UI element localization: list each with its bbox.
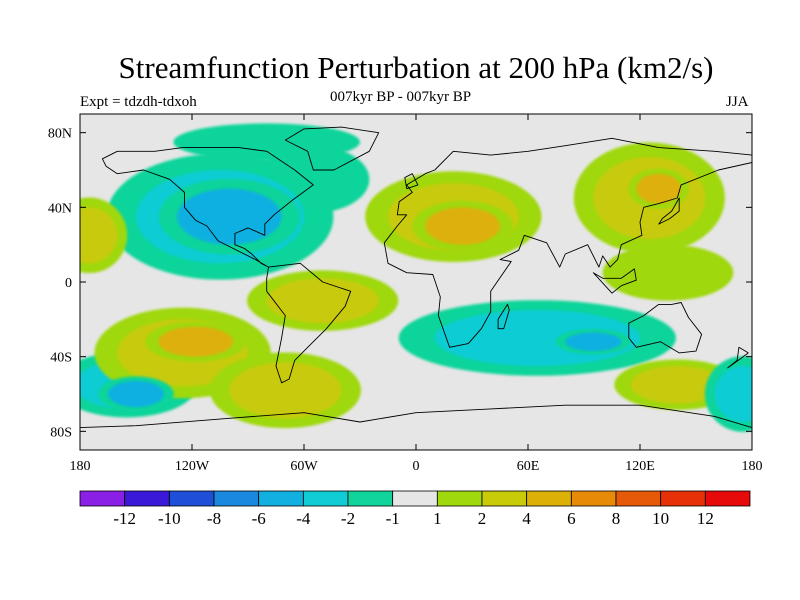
colorbar-swatch [616, 491, 661, 506]
colorbar-label: 2 [478, 509, 487, 528]
colorbar-label: 10 [652, 509, 669, 528]
anomaly-south-pacific-negative-core [108, 381, 164, 407]
colorbar-label: 4 [522, 509, 531, 528]
colorbar-label: -10 [158, 509, 181, 528]
colorbar-label: 8 [612, 509, 621, 528]
anomaly-south-pacific-positive-core [158, 327, 233, 357]
colorbar-swatch [393, 491, 438, 506]
colorbar-swatch [527, 491, 572, 506]
chart-svg: 180120W60W060E120E180 80N40N040S80S -12-… [0, 0, 800, 600]
y-tick-label: 0 [65, 276, 72, 291]
colorbar-swatch [437, 491, 482, 506]
colorbar-swatch [482, 491, 527, 506]
x-tick-label: 180 [70, 459, 91, 474]
x-tick-label: 0 [413, 459, 420, 474]
colorbar-label: 12 [697, 509, 714, 528]
y-tick-label: 40N [48, 201, 72, 216]
anomaly-indian-ocean-negative-core [565, 332, 621, 351]
anomaly-west-pacific-positive [603, 245, 734, 301]
colorbar-swatch [303, 491, 348, 506]
colorbar-swatch [705, 491, 750, 506]
anomaly-southern-ocean-negative [715, 366, 771, 422]
colorbar-label: 1 [433, 509, 442, 528]
colorbar-swatch [571, 491, 616, 506]
colorbar-label: -2 [341, 509, 355, 528]
x-tick-label: 180 [742, 459, 763, 474]
x-tick-label: 120W [175, 459, 210, 474]
colorbar-swatch [125, 491, 170, 506]
colorbar-label: -12 [113, 509, 136, 528]
colorbar-swatch [80, 491, 125, 506]
anomaly-north-africa-positive-core [425, 207, 500, 244]
y-tick-label: 80S [50, 425, 72, 440]
colorbar: -12-10-8-6-4-2-1124681012 [80, 491, 750, 528]
colorbar-swatch [348, 491, 393, 506]
x-tick-label: 60W [290, 459, 318, 474]
colorbar-swatch [169, 491, 214, 506]
anomaly-south-america-positive [267, 278, 379, 323]
colorbar-label: -6 [252, 509, 266, 528]
y-tick-label: 40S [50, 351, 72, 366]
y-tick-label: 80N [48, 127, 72, 142]
colorbar-label: -1 [386, 509, 400, 528]
colorbar-label: 6 [567, 509, 576, 528]
colorbar-swatch [661, 491, 706, 506]
colorbar-label: -4 [296, 509, 311, 528]
colorbar-swatch [259, 491, 304, 506]
x-tick-label: 60E [517, 459, 540, 474]
colorbar-label: -8 [207, 509, 221, 528]
colorbar-swatch [214, 491, 259, 506]
anomaly-south-atlantic-positive [229, 362, 341, 418]
x-tick-label: 120E [625, 459, 655, 474]
